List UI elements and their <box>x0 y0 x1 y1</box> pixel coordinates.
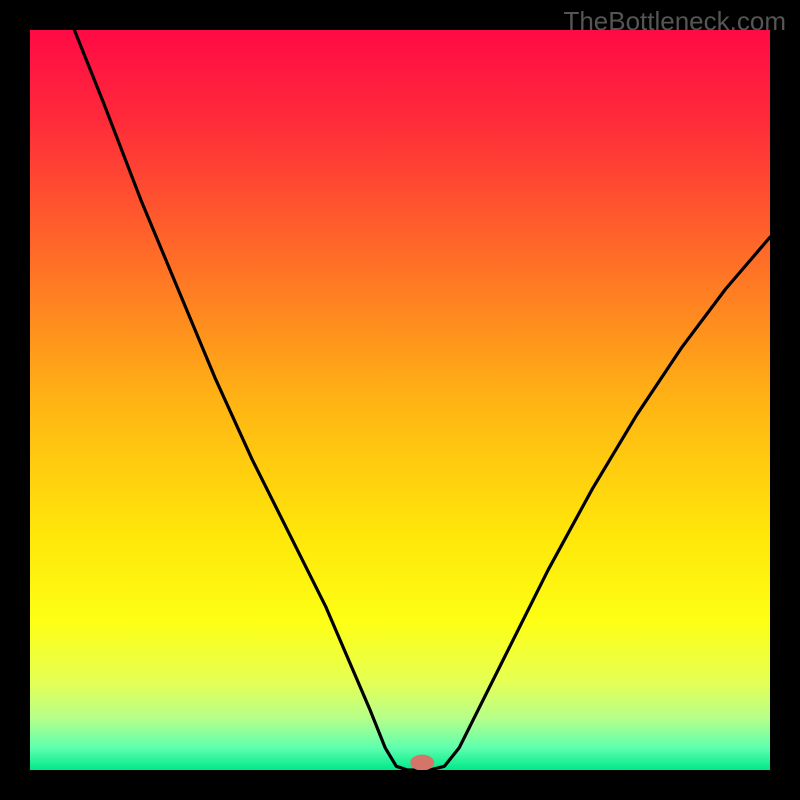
gradient-background <box>30 30 770 770</box>
chart-container: TheBottleneck.com <box>0 0 800 800</box>
optimal-point-marker <box>410 755 434 770</box>
plot-svg <box>30 30 770 770</box>
watermark-text: TheBottleneck.com <box>563 6 786 37</box>
plot-area <box>30 30 770 770</box>
